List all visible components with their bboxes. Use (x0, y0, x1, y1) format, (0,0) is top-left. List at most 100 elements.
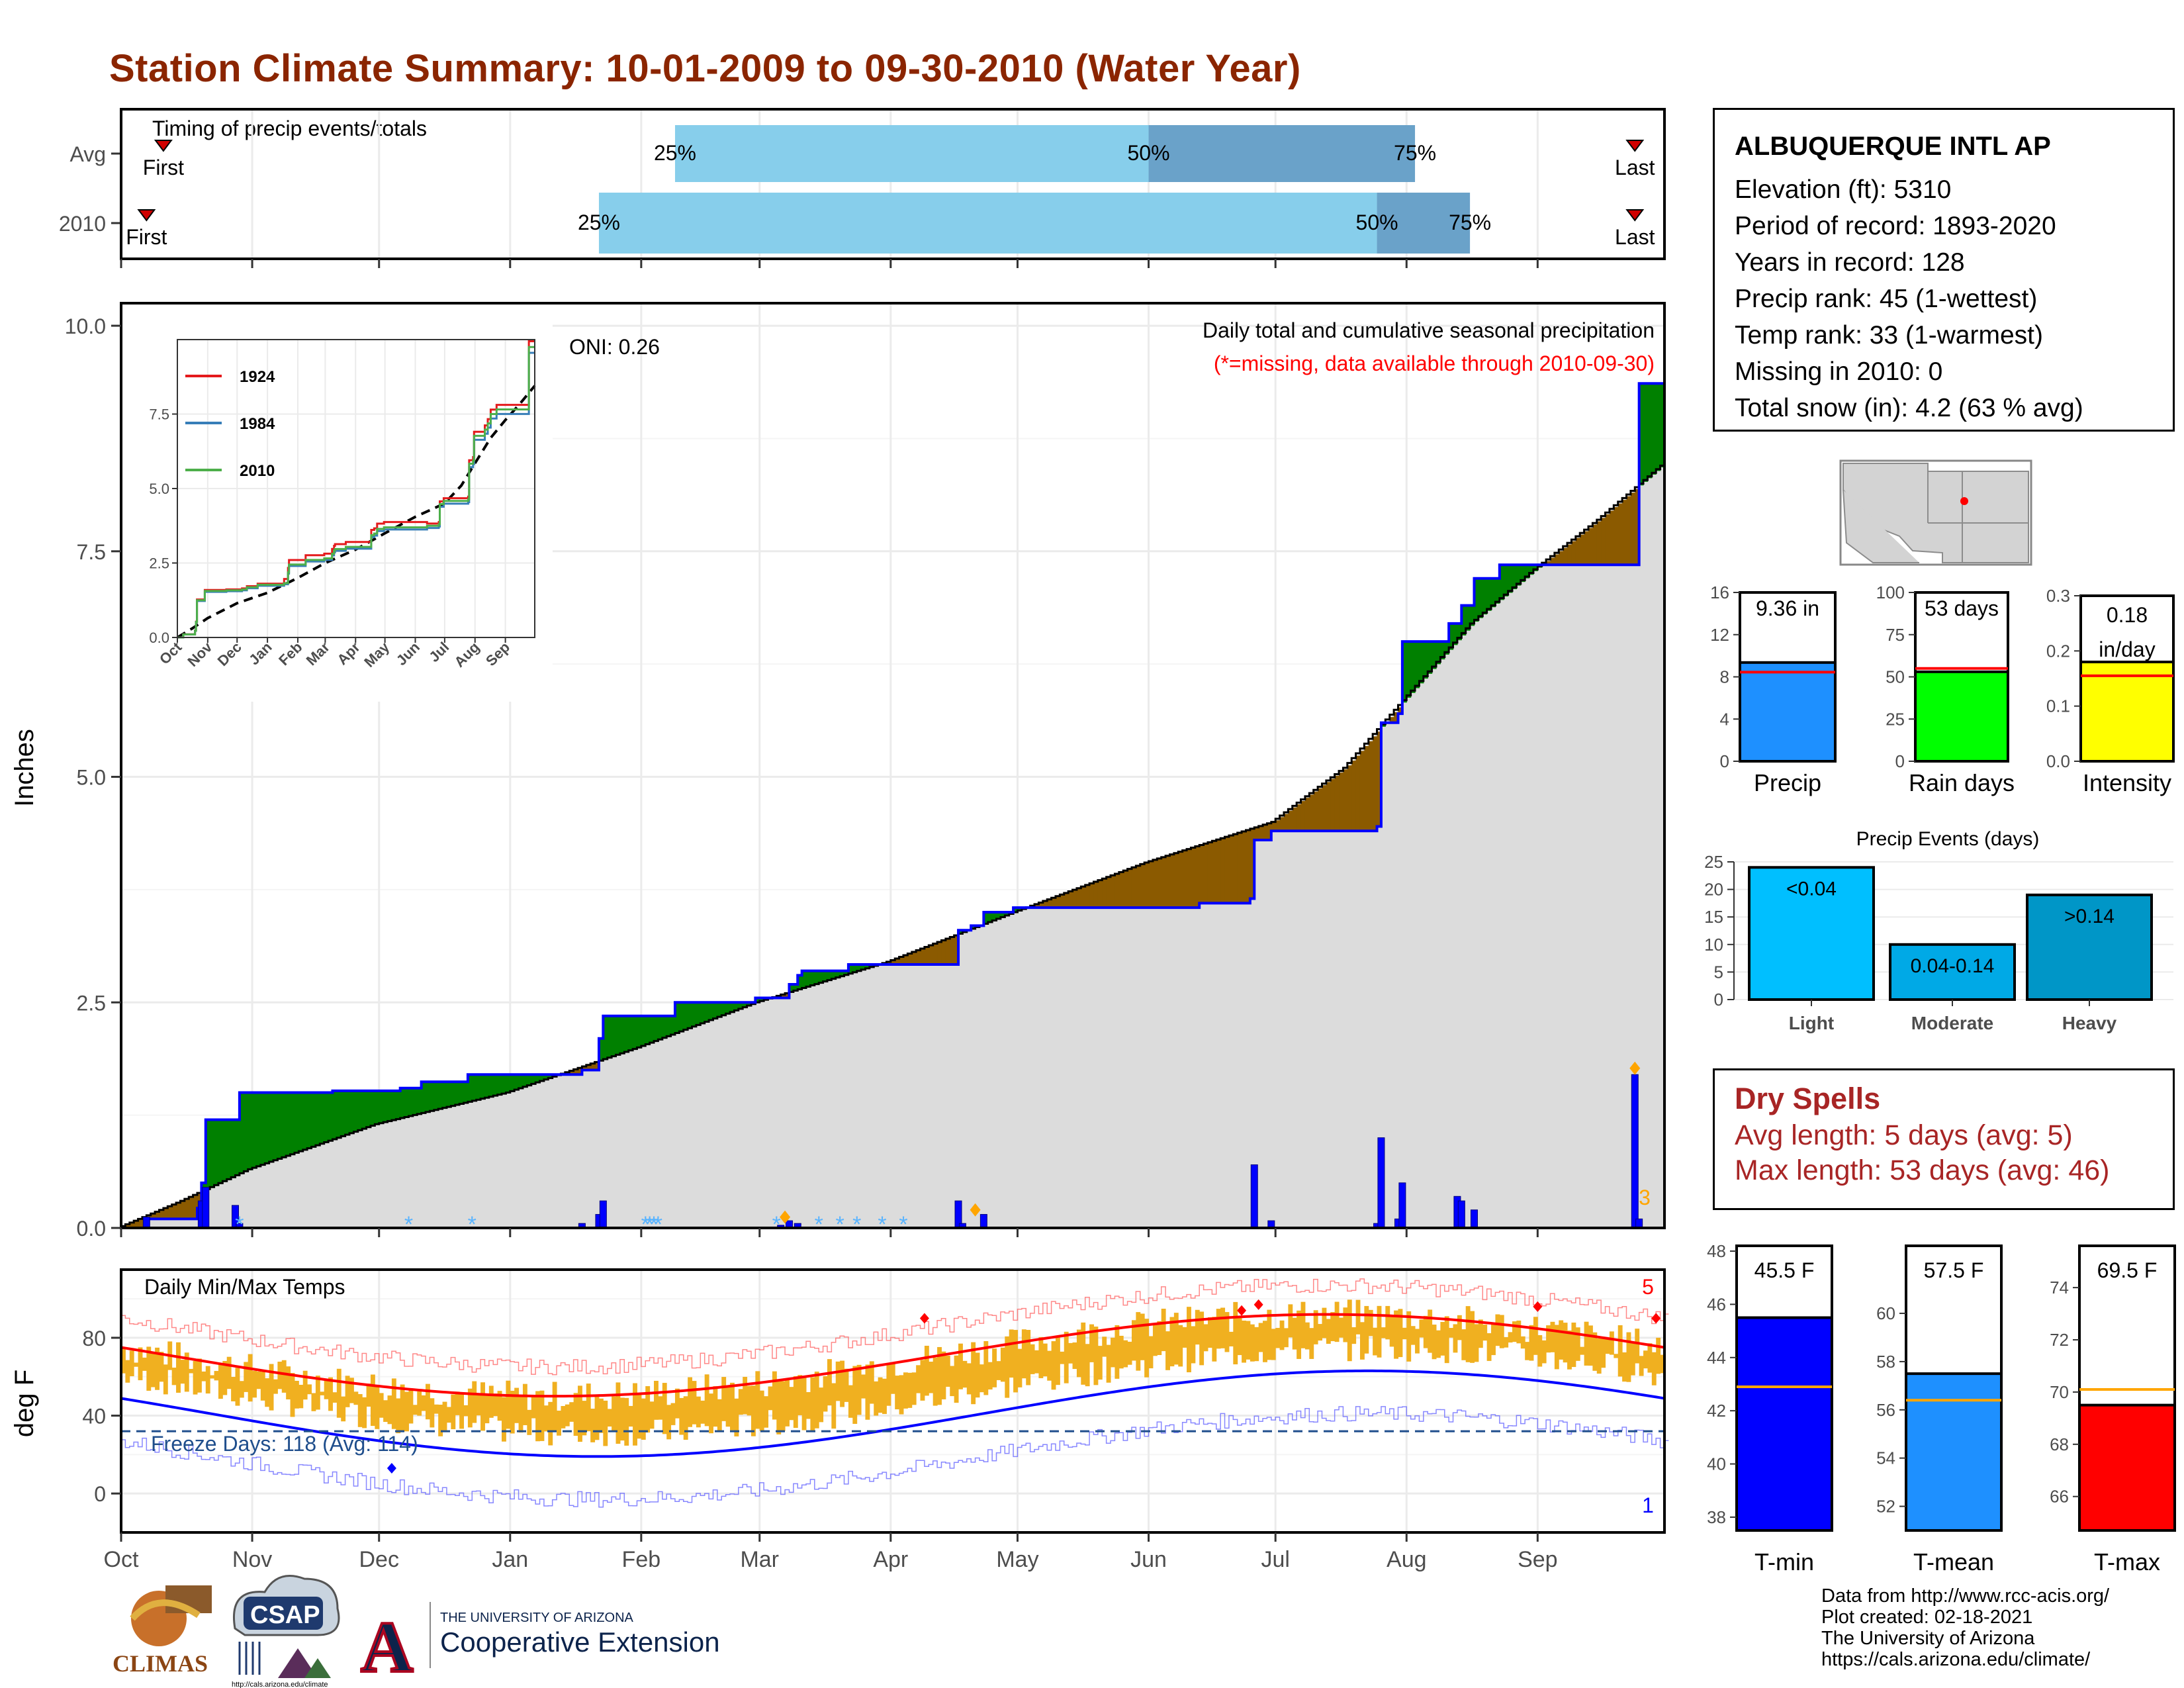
daily-temp-bar (286, 1366, 291, 1400)
departure-fill (688, 1002, 693, 1029)
daily-temp-bar (1330, 1312, 1336, 1342)
daily-temp-bar (125, 1360, 130, 1383)
daily-temp-bar (387, 1395, 392, 1425)
daily-temp-bar (933, 1357, 938, 1406)
departure-fill (467, 1074, 473, 1103)
departure-fill (256, 1092, 261, 1168)
departure-fill (1297, 804, 1302, 831)
dynamic-layer: 25% 50% 75% First Last Avg 25% 50% 75% First Last 2… (10, 108, 2176, 1575)
departure-fill (1571, 541, 1576, 565)
daily-temp-bar (565, 1404, 570, 1427)
departure-fill (929, 946, 934, 965)
daily-temp-bar (895, 1376, 900, 1410)
departure-fill (176, 1203, 181, 1219)
event-bar-label: >0.14 (2064, 906, 2115, 927)
timing-pct-label: 50% (1356, 211, 1398, 234)
mini-ytick-label: 0.0 (2046, 751, 2070, 771)
inset-series-line (177, 346, 535, 639)
departure-fill (302, 1092, 308, 1151)
departure-fill (1199, 845, 1205, 904)
daily-temp-bar (298, 1384, 304, 1409)
inset-legend-label: 1984 (240, 415, 275, 433)
daily-temp-bar (315, 1376, 320, 1410)
daily-temp-bar (772, 1371, 777, 1420)
departure-fill (1461, 605, 1467, 635)
daily-temp-bar (628, 1405, 633, 1427)
daily-temp-bar (1009, 1329, 1014, 1378)
departure-fill (662, 1015, 667, 1039)
avg-cumulative-line (120, 464, 1664, 1228)
departure-fill (502, 1074, 507, 1094)
temp-title: Daily Min/Max Temps (144, 1275, 345, 1299)
daily-temp-bar (713, 1386, 718, 1427)
departure-fill (1440, 641, 1445, 660)
snow-marker: * (836, 1212, 844, 1237)
daily-precip-bar (1631, 1074, 1639, 1229)
daily-temp-bar (654, 1380, 659, 1420)
snow-marker: * (235, 1212, 244, 1237)
departure-fill (793, 984, 798, 992)
inset-legend-label: 1924 (240, 368, 275, 386)
departure-fill (1106, 877, 1111, 908)
departure-fill (1267, 823, 1272, 840)
departure-fill (835, 970, 841, 978)
departure-fill (1165, 856, 1171, 908)
departure-fill (294, 1092, 299, 1154)
daily-temp-bar (1428, 1309, 1433, 1353)
mini-ytick-label: 52 (1876, 1497, 1895, 1517)
departure-fill (738, 1002, 743, 1010)
daily-temp-bar (476, 1395, 481, 1416)
daily-temp-bar (514, 1387, 520, 1423)
departure-fill (852, 964, 858, 973)
departure-fill (619, 1015, 625, 1055)
departure-fill (484, 1074, 490, 1099)
daily-temp-bar (1482, 1325, 1488, 1341)
daily-temp-bar (244, 1362, 249, 1392)
daily-temp-bar (1444, 1316, 1449, 1364)
departure-fill (1499, 565, 1504, 600)
departure-fill (1123, 871, 1128, 908)
daily-temp-bar (497, 1391, 502, 1421)
daily-temp-bar (696, 1396, 701, 1428)
departure-fill (1081, 887, 1086, 908)
daily-temp-bar (725, 1385, 731, 1427)
departure-fill (747, 1002, 752, 1007)
events-ytick-label: 5 (1714, 962, 1723, 982)
daily-precip-bar (979, 1214, 987, 1229)
daily-temp-bar (539, 1390, 545, 1441)
departure-fill (1435, 641, 1441, 665)
daily-temp-bar (780, 1381, 786, 1431)
departure-fill (670, 1015, 676, 1036)
daily-temp-bar (1085, 1344, 1090, 1387)
departure-fill (1651, 383, 1657, 475)
daily-temp-bar (709, 1393, 713, 1434)
departure-fill (150, 1214, 156, 1219)
departure-fill (734, 1002, 739, 1011)
mini-chart-bar (2079, 661, 2175, 763)
departure-fill (1157, 859, 1162, 908)
departure-fill (476, 1074, 481, 1101)
csap-url: http://cals.arizona.edu/climate (232, 1681, 328, 1688)
daily-temp-bar (1106, 1344, 1111, 1383)
departure-fill (1592, 524, 1598, 565)
departure-fill (366, 1090, 371, 1128)
daily-temp-bar (256, 1371, 261, 1389)
departure-fill (713, 1002, 718, 1019)
daily-temp-bar (531, 1397, 536, 1419)
daily-temp-bar (1656, 1337, 1661, 1374)
daily-temp-bar (1242, 1320, 1246, 1363)
timing-frame (120, 108, 1666, 260)
departure-fill (920, 949, 925, 965)
daily-temp-bar (1486, 1333, 1492, 1361)
daily-temp-bar (1435, 1330, 1441, 1358)
departure-fill (1097, 880, 1103, 908)
daily-temp-bar (971, 1342, 976, 1405)
departure-fill (273, 1092, 278, 1161)
departure-fill (590, 1064, 596, 1070)
departure-fill (231, 1119, 236, 1178)
month-label: Apr (873, 1547, 908, 1572)
daily-temp-bar (222, 1360, 228, 1395)
daily-temp-bar (1334, 1301, 1340, 1342)
departure-fill (1017, 908, 1023, 912)
